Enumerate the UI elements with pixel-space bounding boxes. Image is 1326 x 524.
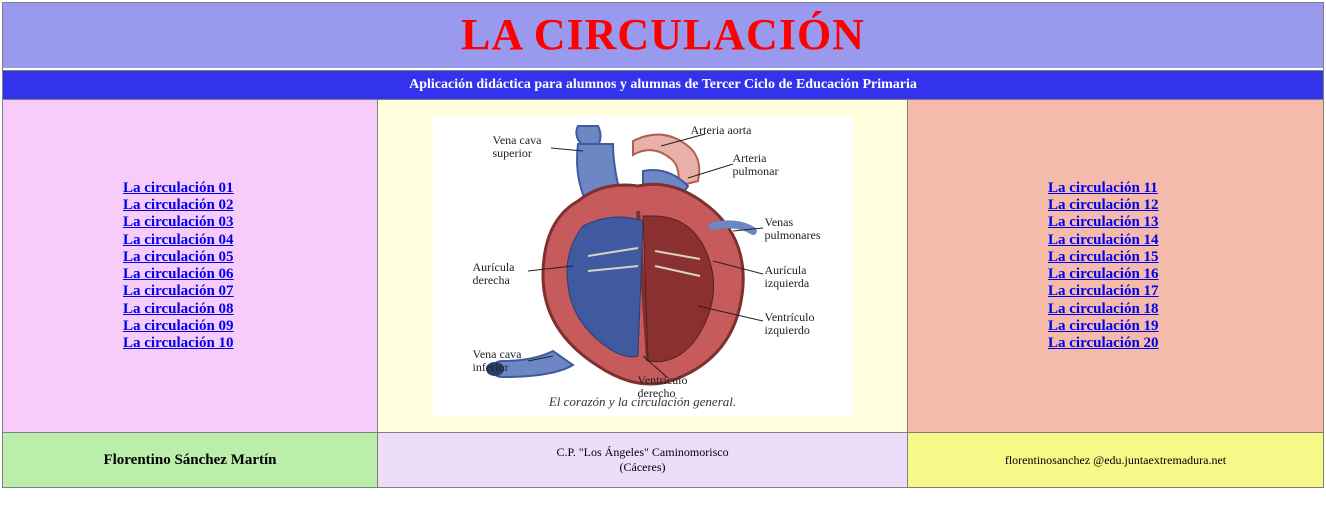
title-bar: LA CIRCULACIÓN — [3, 3, 1323, 70]
link-list-right: La circulación 11 La circulación 12 La c… — [1048, 180, 1159, 353]
center-diagram-column: Vena cavasuperior Arteria aorta Arteriap… — [378, 100, 908, 432]
link-list-left: La circulación 01 La circulación 02 La c… — [123, 180, 234, 353]
lesson-link[interactable]: La circulación 11 — [1048, 180, 1159, 197]
label-vena-cava-superior: Vena cavasuperior — [493, 134, 542, 159]
lesson-link[interactable]: La circulación 04 — [123, 232, 234, 249]
lesson-link[interactable]: La circulación 05 — [123, 249, 234, 266]
lesson-link[interactable]: La circulación 16 — [1048, 266, 1159, 283]
label-arteria-pulmonar: Arteriapulmonar — [733, 152, 779, 177]
lesson-link[interactable]: La circulación 15 — [1048, 249, 1159, 266]
label-auricula-derecha: Aurículaderecha — [473, 261, 515, 286]
left-links-column: La circulación 01 La circulación 02 La c… — [3, 100, 378, 432]
lesson-link[interactable]: La circulación 08 — [123, 301, 234, 318]
page-title: LA CIRCULACIÓN — [3, 9, 1323, 60]
lesson-link[interactable]: La circulación 18 — [1048, 301, 1159, 318]
lesson-link[interactable]: La circulación 09 — [123, 318, 234, 335]
heart-diagram: Vena cavasuperior Arteria aorta Arteriap… — [433, 116, 853, 416]
label-vena-cava-inferior: Vena cavainferior — [473, 348, 522, 373]
lesson-link[interactable]: La circulación 07 — [123, 283, 234, 300]
label-venas-pulmonares: Venaspulmonares — [765, 216, 821, 241]
lesson-link[interactable]: La circulación 01 — [123, 180, 234, 197]
footer: Florentino Sánchez Martín C.P. "Los Ánge… — [3, 433, 1323, 487]
lesson-link[interactable]: La circulación 03 — [123, 214, 234, 231]
lesson-link[interactable]: La circulación 12 — [1048, 197, 1159, 214]
label-arteria-aorta: Arteria aorta — [691, 124, 752, 137]
lesson-link[interactable]: La circulación 02 — [123, 197, 234, 214]
page-container: LA CIRCULACIÓN Aplicación didáctica para… — [2, 2, 1324, 488]
subtitle-bar: Aplicación didáctica para alumnos y alum… — [3, 70, 1323, 100]
label-ventriculo-izquierdo: Ventrículoizquierdo — [765, 311, 815, 336]
lesson-link[interactable]: La circulación 13 — [1048, 214, 1159, 231]
footer-school-line1: C.P. "Los Ángeles" Caminomorisco — [378, 445, 907, 460]
footer-author: Florentino Sánchez Martín — [3, 433, 378, 487]
lesson-link[interactable]: La circulación 17 — [1048, 283, 1159, 300]
lesson-link[interactable]: La circulación 14 — [1048, 232, 1159, 249]
lesson-link[interactable]: La circulación 20 — [1048, 335, 1159, 352]
footer-email: florentinosanchez @edu.juntaextremadura.… — [908, 433, 1323, 487]
footer-school-line2: (Cáceres) — [378, 460, 907, 475]
diagram-caption: El corazón y la circulación general. — [433, 394, 853, 410]
lesson-link[interactable]: La circulación 19 — [1048, 318, 1159, 335]
footer-school: C.P. "Los Ángeles" Caminomorisco (Cácere… — [378, 433, 908, 487]
lesson-link[interactable]: La circulación 06 — [123, 266, 234, 283]
main-content: La circulación 01 La circulación 02 La c… — [3, 100, 1323, 433]
lesson-link[interactable]: La circulación 10 — [123, 335, 234, 352]
label-auricula-izquierda: Aurículaizquierda — [765, 264, 810, 289]
right-links-column: La circulación 11 La circulación 12 La c… — [908, 100, 1323, 432]
